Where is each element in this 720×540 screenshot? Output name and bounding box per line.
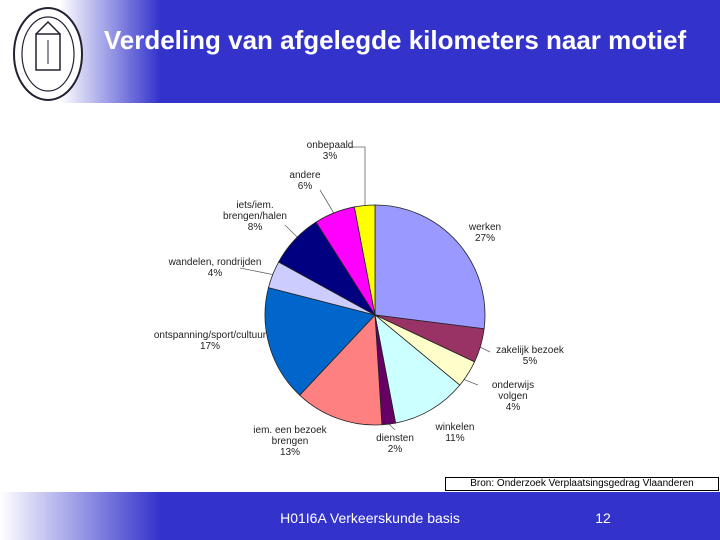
category-label: andere [289,170,321,181]
value-label: 2% [387,444,403,455]
pie-slice [264,287,376,396]
category-label: onbepaald [306,140,354,151]
course-name: H01I6A Verkeerskunde basis [280,510,460,526]
slice-label: diensten 2% [370,433,420,455]
slice-label: werken 27% [455,222,515,244]
value-label: 5% [522,356,538,367]
category-label: onderwijs volgen [491,380,535,402]
slice-label: onbepaald 3% [300,140,360,162]
category-label: iets/iem. brengen/halen [223,200,287,222]
value-label: 3% [322,151,338,162]
category-label: wandelen, rondrijden [168,257,262,268]
title: Verdeling van afgelegde kilometers naar … [103,25,687,55]
category-label: diensten [376,433,414,444]
slice-label: andere 6% [280,170,330,192]
slice-label: onderwijs volgen 4% [478,380,548,413]
category-label: iem. een bezoek brengen [253,425,327,447]
value-label: 13% [279,447,300,458]
pie-slice [374,313,461,424]
slice-label: winkelen 11% [425,422,485,444]
value-label: 17% [199,341,220,352]
category-label: winkelen [435,422,475,433]
pie-slice [299,314,383,426]
value-label: 4% [505,402,521,413]
slice-label: iem. een bezoek brengen 13% [240,425,340,458]
pie-slice [374,204,486,330]
source: Bron: Onderzoek Verplaatsingsgedrag Vlaa… [445,477,719,491]
pie-slice [353,204,376,316]
slice-label: zakelijk bezoek 5% [490,345,570,367]
header-band [0,0,720,103]
value-label: 4% [207,268,223,279]
value-label: 6% [297,181,313,192]
value-label: 11% [445,433,465,444]
value-label: 27% [474,233,495,244]
category-label: ontspanning/sport/cultuur [153,330,267,341]
page-number: 12 [595,510,611,526]
logo [13,7,83,101]
slice-label: wandelen, rondrijden 4% [160,257,270,279]
footer-band [0,492,720,540]
category-label: zakelijk bezoek [496,345,564,356]
category-label: werken [468,222,502,233]
slice-label: iets/iem. brengen/halen 8% [215,200,295,233]
slice-label: ontspanning/sport/cultuur 17% [150,330,270,352]
value-label: 8% [247,222,263,233]
